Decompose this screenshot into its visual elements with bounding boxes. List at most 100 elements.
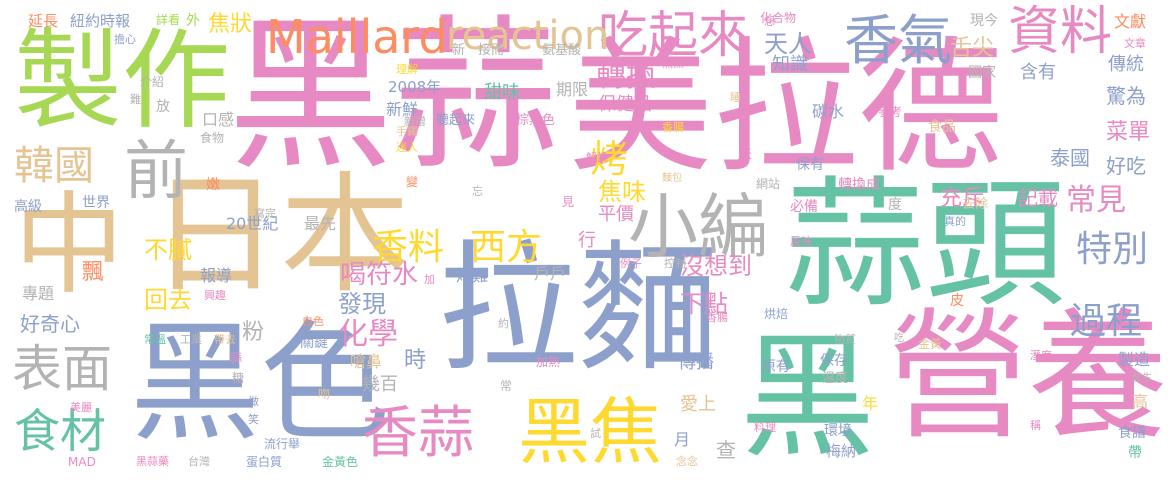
word: reaction [446, 13, 610, 59]
word: 飄 [82, 260, 105, 285]
word: 聽起來 [436, 113, 476, 128]
word: 關鍵 [300, 335, 328, 351]
word: 發現 [338, 290, 386, 318]
word: 蒜 [230, 351, 243, 365]
word: 焦黑 [662, 57, 684, 70]
word: 保有 [796, 157, 824, 173]
word: 香蒜 [362, 401, 474, 466]
word: 解說 [586, 151, 608, 164]
word: 香腸 [706, 311, 728, 324]
word: 常溫 [144, 333, 166, 346]
word: 泰國 [1050, 146, 1090, 170]
word: 回去 [144, 286, 192, 314]
word: 發生 [1132, 373, 1152, 384]
word: 介紹 [140, 75, 165, 89]
word: 高級 [14, 199, 42, 215]
word: 天人 [764, 30, 812, 58]
word: 迷人 [396, 141, 418, 154]
word: 嫩 [206, 177, 220, 193]
word: 日本 [150, 159, 411, 311]
word: 國家 [968, 65, 996, 81]
word: 新鮮 [386, 100, 419, 119]
word: 天 [740, 147, 753, 161]
word: 高 [1132, 392, 1149, 411]
word: 吻 [318, 387, 331, 401]
word: 皮 [950, 293, 964, 309]
word: 特別 [1076, 229, 1149, 270]
word: 料理 [754, 421, 776, 434]
word: 碳水 [812, 102, 845, 121]
word: 年 [862, 394, 879, 413]
word: 睡 [730, 91, 741, 104]
word: 製造 [1118, 350, 1151, 369]
word: 舌尖 [950, 36, 995, 61]
word: 黑色 [130, 307, 391, 459]
word: 梅納 [826, 442, 857, 460]
word: 世界 [82, 195, 110, 211]
word: 記載 [1018, 186, 1058, 210]
word: 轉換成 [838, 177, 880, 193]
word: 中 [14, 181, 124, 309]
word: 時 [404, 348, 427, 373]
word: 香料 [372, 227, 445, 268]
word: 現今 [970, 13, 998, 29]
word: 氨基酸 [542, 43, 582, 58]
word: 笑 [248, 413, 259, 426]
word: 前 [124, 135, 188, 209]
word: 下點 [680, 290, 728, 318]
word: 帶 [1128, 445, 1142, 461]
word: 加 [424, 273, 435, 286]
word: 月 [674, 430, 691, 449]
word: 查 [716, 438, 736, 462]
word: 想 [764, 15, 775, 28]
word: 20世紀 [226, 214, 279, 233]
word: 傳統 [1108, 54, 1144, 75]
word: 沒想到 [680, 252, 752, 280]
word: 試 [590, 427, 601, 440]
word: 風味 [790, 235, 812, 248]
word: 文獻 [1114, 12, 1147, 31]
word: 嗆鼻 [350, 352, 383, 371]
word: 延長 [28, 12, 59, 30]
word: 變 [406, 175, 419, 189]
word: 烘焙 [764, 307, 789, 321]
word: 做 [248, 395, 259, 408]
word: MAD [68, 455, 96, 469]
word: 參考 [878, 105, 903, 119]
word: 過程 [1070, 301, 1143, 342]
word: 甜味 [484, 82, 520, 103]
word: 網站 [756, 177, 781, 191]
word: 製作 [14, 19, 231, 144]
word: 稱 [1030, 419, 1041, 432]
word: 見 [562, 195, 575, 209]
word: 忘 [472, 185, 483, 198]
word: 食材 [14, 404, 106, 458]
word: 放 [156, 99, 170, 115]
word: 化合物 [760, 11, 797, 25]
word: 加熱 [536, 355, 561, 369]
word: 新 [452, 43, 466, 58]
word: 新增 [404, 115, 426, 128]
word: 食品 [928, 119, 956, 135]
word: 常見 [1066, 183, 1126, 218]
word: 棕黑色 [516, 113, 556, 128]
word: 轉換 [596, 59, 656, 94]
word: 愛上 [680, 394, 716, 415]
word: 含有 [1020, 62, 1056, 83]
word: 報導 [200, 266, 233, 285]
word: 紐約時報 [70, 12, 131, 30]
word: 食物 [200, 131, 225, 145]
word: 黑 [740, 319, 875, 476]
word: 喝符水 [340, 260, 419, 290]
word: 粉 [242, 320, 265, 345]
word: 必備 [790, 199, 818, 215]
word: 食譜 [1118, 425, 1146, 441]
word: 美拉德 [568, 24, 1003, 193]
word: 約 [498, 317, 509, 330]
word: 理解 [396, 63, 418, 76]
word: 傳播 [678, 352, 714, 373]
word: 幾百 [362, 374, 398, 395]
word: Maillard [266, 10, 448, 64]
word: 外 [186, 13, 200, 29]
